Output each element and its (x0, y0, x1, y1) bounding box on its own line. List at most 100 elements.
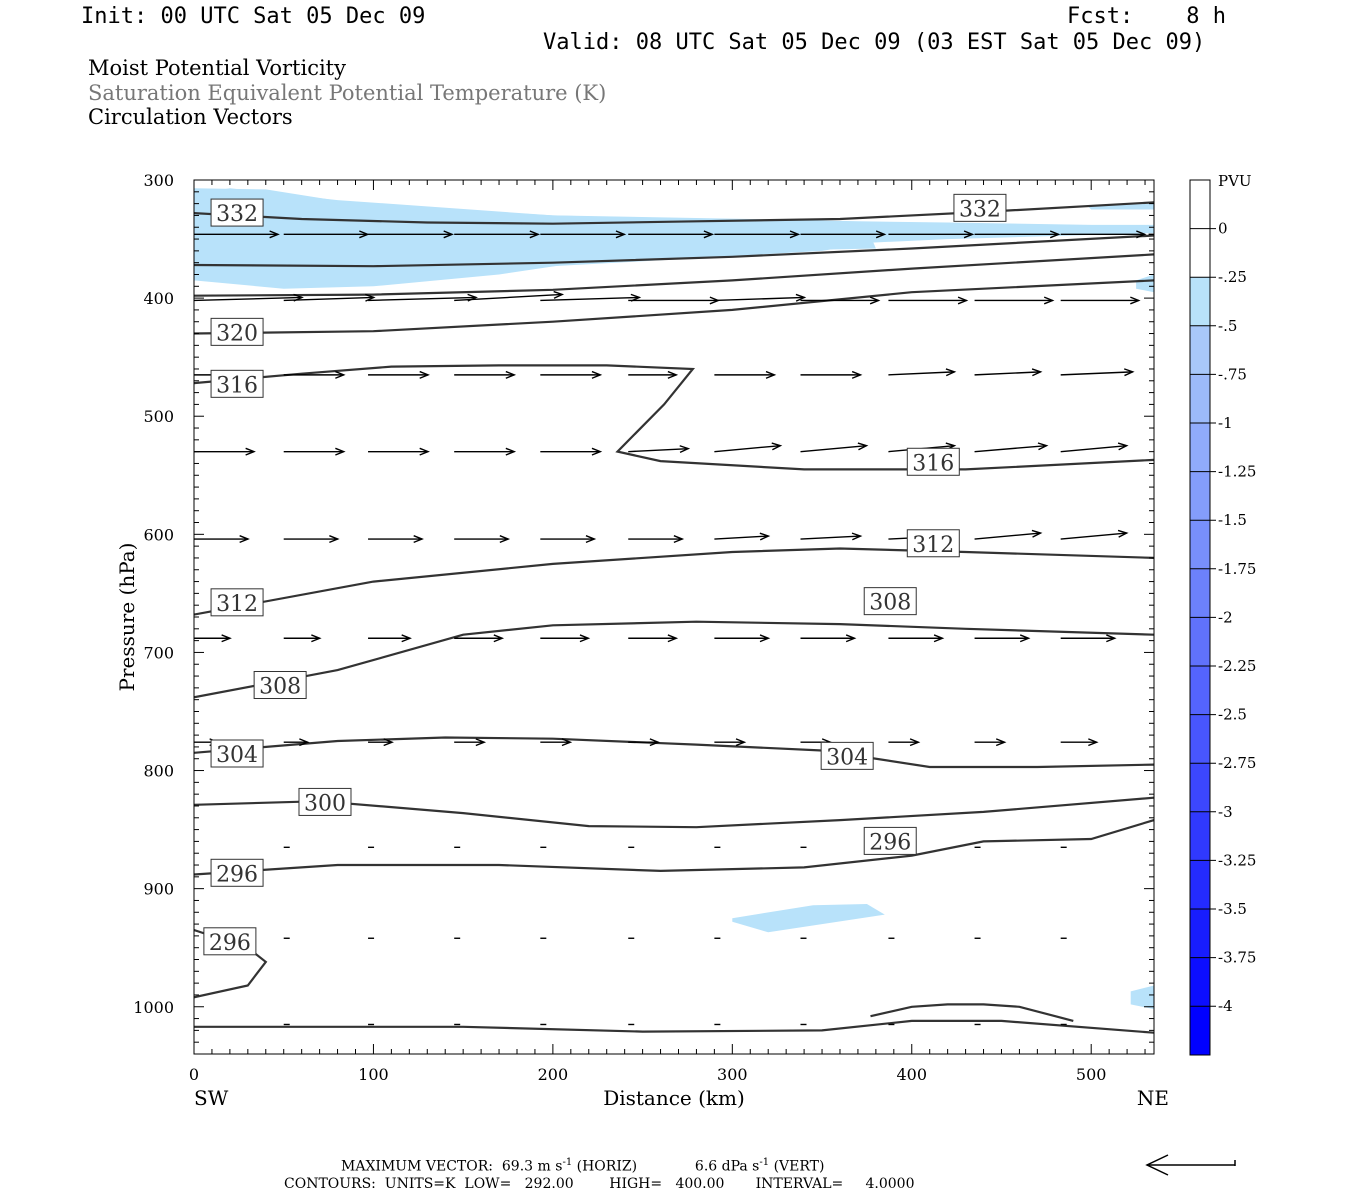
colorbar-label: -.75 (1218, 365, 1247, 383)
contour-label-312: 312 (912, 533, 954, 558)
vector-shaft (714, 296, 805, 302)
vector-head (1031, 529, 1043, 538)
colorbar-label: -3 (1218, 803, 1233, 821)
vector-head (1043, 296, 1055, 305)
vector-head (995, 738, 1007, 747)
circulation-vector (540, 447, 603, 456)
circulation-vector (283, 230, 370, 239)
contour-label-box (298, 787, 352, 816)
x-tick-label: 500 (1076, 1065, 1107, 1084)
colorbar-label: -3.25 (1218, 851, 1256, 869)
contour-label-304: 304 (826, 745, 868, 770)
circulation-vector (974, 296, 1055, 305)
colorbar-label: -3.75 (1218, 949, 1256, 967)
colorbar-segment (1190, 471, 1210, 521)
vector-head (679, 445, 691, 454)
circulation-vector (454, 290, 565, 302)
x-axis-title: Distance (km) (603, 1086, 745, 1110)
contour-label-box (210, 369, 264, 398)
vector-head (875, 230, 887, 239)
circulation-vector (368, 634, 412, 643)
colorbar-label: -3.5 (1218, 900, 1247, 918)
contour-label-320: 320 (216, 321, 258, 346)
contour-label-304: 304 (216, 743, 258, 768)
valid-time: Valid: 08 UTC Sat 05 Dec 09 (03 EST Sat … (543, 30, 1206, 55)
vector-head (869, 296, 881, 305)
circulation-vector (1060, 296, 1141, 305)
circulation-vector (1060, 634, 1117, 643)
vector-shaft (974, 444, 1047, 453)
circulation-vector (368, 370, 430, 379)
circulation-vector (1060, 738, 1099, 747)
circulation-vector (1060, 368, 1135, 377)
circulation-vector (540, 370, 603, 379)
plot-frame (193, 179, 1155, 1055)
contour-layer (194, 201, 1154, 1034)
vector-head (957, 296, 969, 305)
max-vector-line: MAXIMUM VECTOR: 69.3 m s-1 (HORIZ) 6.6 d… (341, 1157, 824, 1175)
vector-head (1123, 368, 1135, 377)
contour-label-box (210, 858, 264, 887)
circulation-vector (1060, 230, 1147, 239)
colorbar-label: -1 (1218, 414, 1233, 432)
contour-label-box (906, 529, 960, 558)
vector-head (1019, 634, 1031, 643)
y-tick-label: 300 (143, 171, 174, 190)
sw-end-label: SW (194, 1086, 229, 1110)
contour-label-box (906, 447, 960, 476)
contour-label-332: 332 (959, 197, 1001, 222)
vector-head (703, 230, 715, 239)
vector-head (851, 532, 863, 541)
title-mpv: Moist Potential Vorticity (88, 56, 346, 80)
vector-head (615, 230, 627, 239)
circulation-vector (888, 230, 975, 239)
colorbar-label: -1.25 (1218, 463, 1256, 481)
colorbar-segment (1190, 714, 1210, 764)
pv-region-3 (732, 904, 885, 933)
vector-head (771, 442, 783, 451)
circulation-vector (714, 370, 777, 379)
circulation-vector (540, 535, 597, 544)
vector-head (269, 230, 280, 239)
vector-head (585, 535, 597, 544)
contour-label-box (210, 198, 264, 227)
vector-shaft (368, 296, 477, 302)
contour-label-300: 300 (304, 791, 346, 816)
pv-shading-layer (194, 188, 1154, 1010)
vector-head (933, 634, 945, 643)
max-vector-vert-exp: -1 (759, 1157, 770, 1168)
contour-label-296: 296 (216, 862, 258, 887)
circulation-vector (714, 634, 771, 643)
vector-shaft (283, 296, 374, 302)
colorbar-label: -2.75 (1218, 754, 1256, 772)
circulation-vector (368, 230, 454, 239)
y-tick-label: 600 (143, 525, 174, 544)
reference-vector-head (1145, 1154, 1169, 1176)
vector-head (735, 738, 747, 747)
circulation-vector (714, 442, 783, 453)
vector-shaft (454, 293, 563, 302)
circulation-vector (283, 535, 340, 544)
colorbar-label: -.25 (1218, 268, 1247, 286)
circulation-vector (628, 296, 721, 305)
circulation-vector (714, 738, 747, 747)
vector-head (1088, 738, 1099, 747)
vector-head (667, 634, 679, 643)
circulation-vector (974, 529, 1043, 540)
vector-shaft (800, 535, 861, 540)
vector-head (221, 634, 232, 643)
y-tick-label: 700 (143, 643, 174, 662)
circulation-vector (368, 738, 394, 747)
colorbar-label: -2 (1218, 608, 1233, 626)
vector-head (1136, 230, 1147, 239)
circulation-vector (194, 535, 250, 544)
vector-head (1117, 442, 1129, 451)
circulation-vector (888, 634, 945, 643)
colorbar-segment (1190, 1006, 1210, 1055)
contour-label-box (210, 588, 264, 617)
circulation-vector (454, 447, 517, 456)
circulation-vector (628, 230, 715, 239)
circulation-vector (283, 370, 346, 379)
x-tick-label: 100 (358, 1065, 389, 1084)
vector-head (245, 447, 256, 456)
